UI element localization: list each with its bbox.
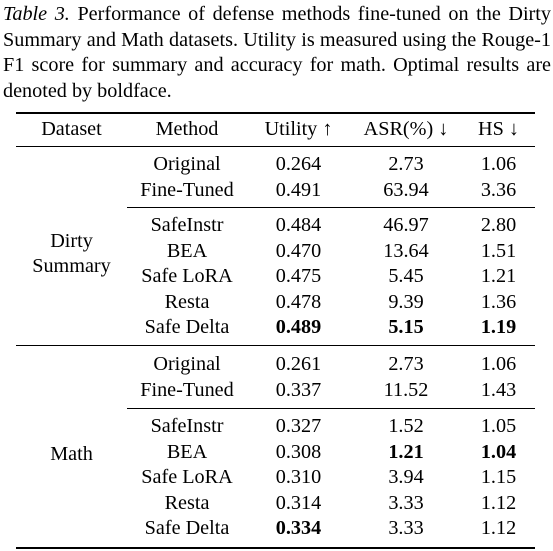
dataset-label: Math <box>50 443 93 465</box>
dataset-label-line2: Summary <box>32 254 111 277</box>
cell-utility: 0.475 <box>275 265 322 287</box>
dataset-label: Dirty <box>50 230 93 252</box>
cell-method: Original <box>153 153 221 175</box>
cell-utility: 0.470 <box>275 239 322 262</box>
cell-asr: 63.94 <box>383 178 429 201</box>
cell-asr: 3.33 <box>388 517 424 539</box>
cell-utility: 0.327 <box>275 415 322 437</box>
caption-text: Performance of defense methods fine-tune… <box>3 3 551 102</box>
cell-hs: 1.05 <box>480 415 517 437</box>
header-hs: HS ↓ <box>478 118 519 140</box>
header-dataset: Dataset <box>41 118 102 140</box>
cell-hs: 1.12 <box>480 517 517 539</box>
cell-method: BEA <box>166 440 208 463</box>
cell-asr: 5.15 <box>388 316 424 338</box>
cell-utility: 0.308 <box>275 440 322 463</box>
cell-method: Safe LoRA <box>141 265 233 287</box>
cell-asr: 2.73 <box>388 353 424 375</box>
cell-method: Safe Delta <box>144 517 230 539</box>
cell-asr: 3.33 <box>388 491 424 514</box>
cell-method: Fine-Tuned <box>140 378 234 401</box>
cell-hs: 1.12 <box>480 491 517 514</box>
cell-hs: 1.15 <box>480 466 517 488</box>
caption-tag: Table 3. <box>3 3 70 25</box>
cell-utility: 0.491 <box>275 178 322 201</box>
cell-asr: 13.64 <box>383 239 429 262</box>
cell-asr: 3.94 <box>388 466 424 488</box>
cell-utility: 0.484 <box>275 214 322 236</box>
cell-method: SafeInstr <box>150 415 224 437</box>
cell-hs: 1.51 <box>480 239 517 262</box>
cell-utility: 0.261 <box>275 353 322 375</box>
cell-hs: 1.36 <box>480 290 517 313</box>
group-separator-rule <box>127 408 535 409</box>
bottom-rule <box>16 547 535 549</box>
cell-hs: 1.06 <box>480 353 517 375</box>
cell-hs: 1.04 <box>480 440 517 463</box>
cell-method: BEA <box>166 239 208 262</box>
cell-hs: 1.19 <box>480 316 517 338</box>
cell-utility: 0.337 <box>275 378 322 401</box>
group-separator-rule <box>127 207 535 208</box>
cell-method: Resta <box>164 491 210 514</box>
cell-asr: 1.21 <box>388 440 424 463</box>
cell-hs: 1.21 <box>480 265 517 287</box>
header-rule <box>16 146 535 147</box>
cell-method: Safe LoRA <box>141 466 233 488</box>
cell-asr: 11.52 <box>383 378 429 401</box>
cell-asr: 5.45 <box>388 265 424 287</box>
cell-utility: 0.310 <box>275 466 322 488</box>
top-rule <box>16 112 535 114</box>
cell-hs: 1.06 <box>480 153 517 175</box>
cell-hs: 3.36 <box>480 178 517 201</box>
cell-hs: 2.80 <box>480 214 517 236</box>
cell-method: Original <box>153 353 221 375</box>
header-utility: Utility ↑ <box>264 118 333 140</box>
dataset-divider-rule <box>16 345 535 346</box>
cell-utility: 0.334 <box>275 517 322 539</box>
header-asr: ASR(%) ↓ <box>363 118 449 140</box>
cell-method: Safe Delta <box>144 316 230 338</box>
table-caption: Table 3. Performance of defense methods … <box>3 2 551 104</box>
cell-utility: 0.264 <box>275 153 322 175</box>
cell-utility: 0.478 <box>275 290 322 313</box>
cell-asr: 2.73 <box>388 153 424 175</box>
cell-asr: 9.39 <box>388 290 424 313</box>
cell-utility: 0.489 <box>275 316 322 338</box>
cell-hs: 1.43 <box>480 378 517 401</box>
cell-utility: 0.314 <box>275 491 322 514</box>
header-method: Method <box>155 118 219 140</box>
cell-method: Fine-Tuned <box>140 178 234 201</box>
cell-method: Resta <box>164 290 210 313</box>
cell-method: SafeInstr <box>150 214 224 236</box>
cell-asr: 1.52 <box>388 415 424 437</box>
cell-asr: 46.97 <box>383 214 429 236</box>
